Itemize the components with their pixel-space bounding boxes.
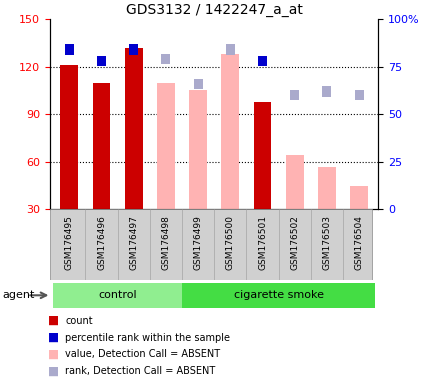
Text: value, Detection Call = ABSENT: value, Detection Call = ABSENT bbox=[65, 349, 220, 359]
Text: GSM176504: GSM176504 bbox=[354, 215, 363, 270]
Bar bbox=[349, 185, 367, 209]
Text: GSM176496: GSM176496 bbox=[97, 215, 106, 270]
Text: agent: agent bbox=[2, 290, 34, 300]
Text: count: count bbox=[65, 316, 93, 326]
Bar bbox=[60, 65, 78, 209]
Text: GSM176495: GSM176495 bbox=[65, 215, 74, 270]
Text: GSM176500: GSM176500 bbox=[225, 215, 234, 270]
Text: ■: ■ bbox=[48, 365, 59, 378]
Bar bbox=[317, 167, 335, 209]
Bar bbox=[322, 86, 331, 97]
Text: GSM176499: GSM176499 bbox=[193, 215, 202, 270]
Bar bbox=[125, 48, 142, 209]
Bar bbox=[157, 83, 174, 209]
Bar bbox=[257, 56, 266, 66]
Bar bbox=[161, 54, 170, 65]
Bar bbox=[189, 91, 207, 209]
Bar bbox=[285, 156, 303, 209]
Text: GSM176501: GSM176501 bbox=[257, 215, 266, 270]
Title: GDS3132 / 1422247_a_at: GDS3132 / 1422247_a_at bbox=[125, 3, 302, 17]
Text: GSM176503: GSM176503 bbox=[322, 215, 331, 270]
Text: cigarette smoke: cigarette smoke bbox=[233, 290, 323, 300]
Bar bbox=[97, 56, 106, 66]
Bar bbox=[225, 45, 234, 55]
Bar bbox=[65, 45, 74, 55]
Bar bbox=[129, 45, 138, 55]
Text: ■: ■ bbox=[48, 331, 59, 344]
Bar bbox=[289, 90, 299, 101]
Text: ■: ■ bbox=[48, 348, 59, 361]
Bar bbox=[181, 283, 375, 308]
Text: GSM176497: GSM176497 bbox=[129, 215, 138, 270]
Bar bbox=[53, 283, 181, 308]
Text: GSM176498: GSM176498 bbox=[161, 215, 170, 270]
Bar bbox=[193, 79, 202, 89]
Bar bbox=[92, 83, 110, 209]
Text: ■: ■ bbox=[48, 314, 59, 327]
Text: rank, Detection Call = ABSENT: rank, Detection Call = ABSENT bbox=[65, 366, 215, 376]
Text: control: control bbox=[98, 290, 137, 300]
Bar bbox=[253, 102, 271, 209]
Text: GSM176502: GSM176502 bbox=[289, 215, 299, 270]
Bar bbox=[354, 90, 363, 101]
Bar bbox=[225, 45, 234, 55]
Text: percentile rank within the sample: percentile rank within the sample bbox=[65, 333, 230, 343]
Bar bbox=[221, 54, 239, 209]
